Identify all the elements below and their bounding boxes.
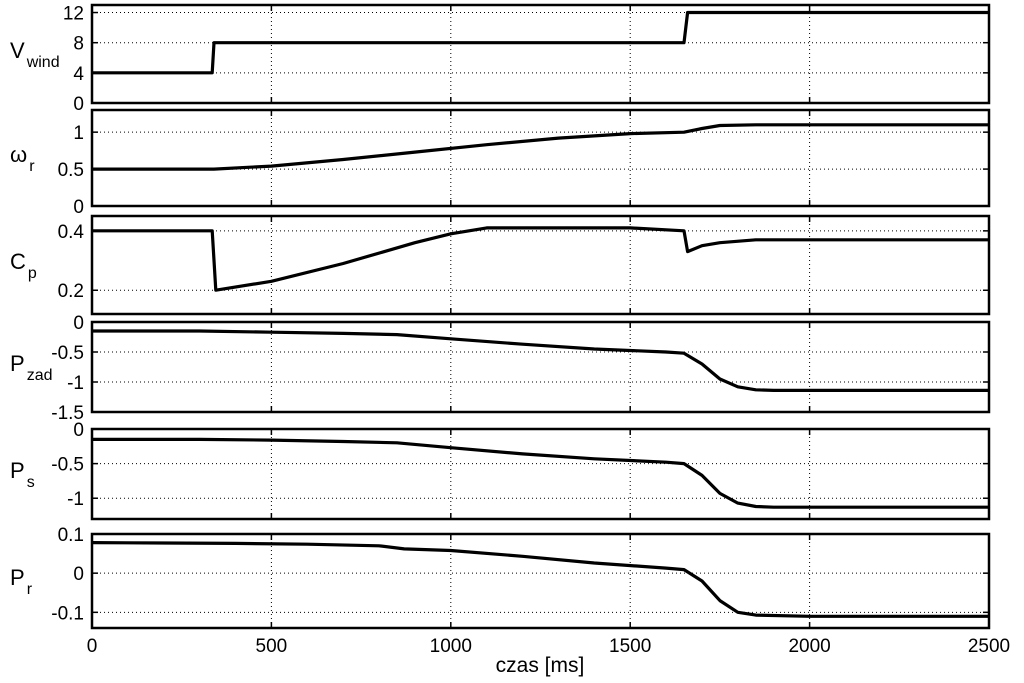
panel-3: -1.5 -1 -0.5 0 P zad: [10, 313, 991, 424]
series-line: [91, 541, 989, 618]
panels: 0 4 8 12V wind 0 0.5 1 ω r 0.2 0.4 C p -1.5 -1 -0.5 0 P zad…: [10, 4, 1010, 657]
y-tick-label: 0: [73, 94, 84, 115]
x-tick-label: 1000: [430, 636, 472, 657]
y-tick-label: 1: [73, 123, 84, 144]
series-line: [92, 329, 989, 392]
y-tick-label: -0.5: [51, 343, 84, 364]
y-tick-label: 0: [73, 197, 84, 218]
panel-2: 0.2 0.4 C p: [10, 214, 991, 316]
y-tick-label: 0.1: [58, 525, 84, 546]
panel-1: 0 0.5 1 ω r: [10, 108, 991, 218]
axes-frame: [90, 108, 991, 208]
y-tick-label: 0: [73, 313, 84, 334]
x-axis-label: czas [ms]: [496, 654, 585, 677]
x-tick-label: 2500: [968, 636, 1010, 657]
y-tick-label: 12: [63, 4, 84, 25]
axes-frame: [90, 427, 991, 521]
y-tick-label: -1.5: [51, 403, 84, 424]
y-tick-label: 0.2: [58, 281, 84, 302]
y-tick-label: 0.5: [58, 160, 84, 181]
y-tick-label: -1: [67, 489, 84, 510]
x-tick-label: 500: [256, 636, 288, 657]
y-tick-label: -0.1: [51, 603, 84, 624]
x-tick-labels: 0 500 1000 1500 2000 2500: [87, 636, 1010, 657]
panel-0: 0 4 8 12V wind: [10, 3, 991, 115]
series-line: [92, 226, 989, 292]
x-tick-label: 1500: [609, 636, 651, 657]
panel-4: -1 -0.5 0 P s: [10, 420, 991, 521]
axes-frame: [90, 320, 991, 414]
y-tick-label: 0.4: [58, 222, 85, 243]
series-line: [92, 123, 989, 171]
y-tick-label: 8: [73, 34, 84, 55]
axes-frame: [90, 3, 991, 105]
y-tick-label: 0: [73, 420, 84, 441]
axes-frame: [90, 532, 991, 630]
axes-frame: [90, 214, 991, 316]
y-tick-label: 0: [73, 564, 84, 585]
x-tick-label: 2000: [788, 636, 830, 657]
y-tick-label: -0.5: [51, 455, 84, 476]
y-tick-label: 4: [73, 64, 84, 85]
series-line: [92, 10, 989, 75]
series-line: [92, 437, 989, 509]
panel-5: -0.1 0 0.1 P r: [10, 525, 991, 630]
x-tick-label: 0: [87, 636, 98, 657]
y-tick-label: -1: [67, 373, 84, 394]
